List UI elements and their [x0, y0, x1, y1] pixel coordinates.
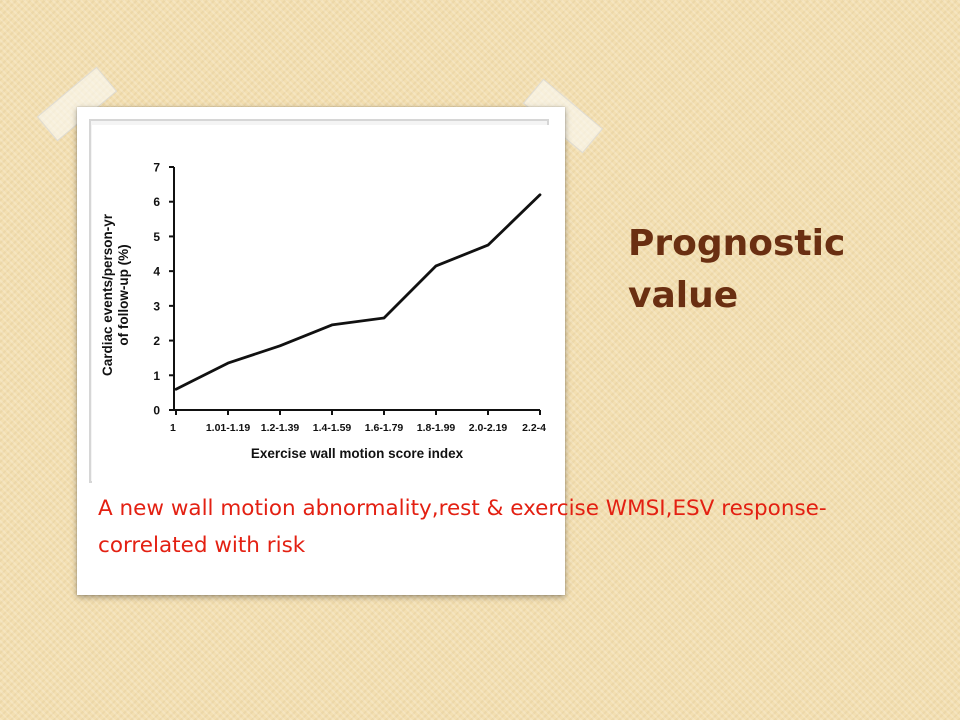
y-tick-label: 2	[153, 334, 160, 348]
data-point	[278, 344, 282, 347]
x-tick-label: 1.4-1.59	[313, 422, 352, 434]
y-tick-label: 3	[153, 299, 160, 313]
y-tick-label: 4	[153, 265, 160, 279]
x-tick-label: 1.8-1.99	[417, 422, 456, 434]
y-axis-title: Cardiac events/person-yr of follow-up (%…	[100, 213, 131, 376]
x-tick-label: 1.2-1.39	[261, 422, 300, 434]
y-tick-label: 1	[153, 369, 160, 383]
x-tick-label: 1.6-1.79	[365, 422, 404, 434]
x-axis-title: Exercise wall motion score index	[251, 446, 464, 461]
x-tick-label: 2.0-2.19	[469, 422, 508, 434]
data-point	[538, 193, 542, 196]
x-tick-label: 1	[170, 422, 176, 434]
data-point	[382, 316, 386, 320]
y-tick-label: 5	[153, 230, 160, 244]
data-point	[486, 243, 490, 247]
data-point	[434, 264, 438, 268]
data-point	[330, 323, 334, 327]
line-chart: Cardiac events/person-yr of follow-up (%…	[92, 125, 554, 487]
y-tick-label: 0	[153, 404, 160, 418]
slide-title: Prognostic value	[628, 223, 846, 316]
data-point	[174, 387, 178, 391]
x-tick-label: 1.01-1.19	[206, 422, 251, 434]
x-tick-label: 2.2-4	[522, 422, 546, 434]
y-tick-label: 7	[153, 161, 160, 175]
y-axis-title-line-2: of follow-up (%)	[116, 244, 131, 345]
data-point	[226, 361, 230, 365]
series-line	[174, 193, 542, 391]
slide-caption: A new wall motion abnormality,rest & exe…	[98, 496, 827, 558]
y-axis-title-line-1: Cardiac events/person-yr	[100, 213, 115, 376]
y-tick-label: 6	[153, 195, 160, 209]
